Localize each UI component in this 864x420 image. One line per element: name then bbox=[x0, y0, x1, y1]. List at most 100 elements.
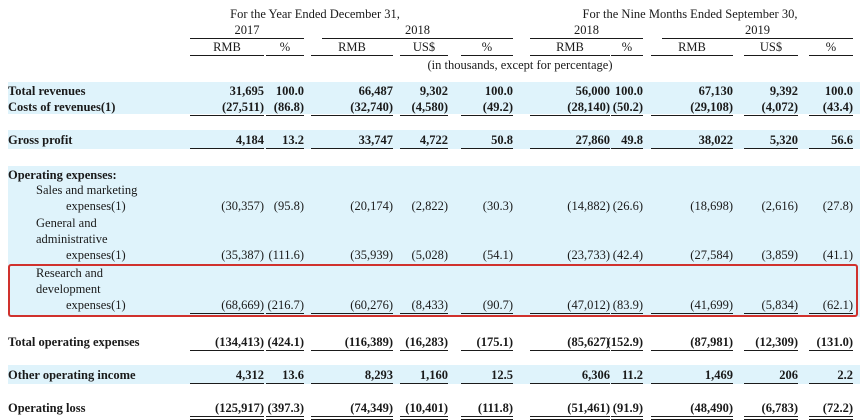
cell-underline bbox=[530, 115, 610, 116]
table-cell: 11.2 bbox=[621, 368, 643, 382]
header-unit: % bbox=[481, 40, 493, 54]
row-label: expenses(1) bbox=[66, 298, 126, 312]
table-cell: (8,433) bbox=[411, 298, 448, 312]
row-label: Operating expenses: bbox=[8, 168, 117, 182]
cell-underline bbox=[744, 350, 798, 351]
header-group-nine-months: For the Nine Months Ended September 30, bbox=[582, 7, 798, 21]
table-cell: (27,511) bbox=[221, 100, 264, 114]
table-cell: (51,461) bbox=[567, 401, 610, 415]
cell-underline bbox=[266, 313, 304, 314]
table-cell: (5,028) bbox=[411, 248, 448, 262]
table-cell: 27,860 bbox=[575, 133, 610, 147]
table-cell: (49.2) bbox=[482, 100, 513, 114]
table-cell: (95.8) bbox=[273, 199, 304, 213]
cell-underline bbox=[809, 115, 853, 116]
cell-underline bbox=[744, 115, 798, 116]
table-cell: 56.6 bbox=[831, 133, 853, 147]
table-cell: (41.1) bbox=[822, 248, 853, 262]
table-cell: (3,859) bbox=[761, 248, 798, 262]
table-cell: (12,309) bbox=[755, 335, 798, 349]
row-label: expenses(1) bbox=[66, 199, 126, 213]
row-label: Research and bbox=[36, 266, 103, 280]
double-underline bbox=[461, 416, 513, 420]
cell-underline bbox=[530, 313, 610, 314]
header-year: 2019 bbox=[745, 23, 770, 37]
cell-underline bbox=[461, 350, 513, 351]
table-cell: (27,584) bbox=[690, 248, 733, 262]
table-cell: (68,669) bbox=[221, 298, 264, 312]
table-cell: (30.3) bbox=[482, 199, 513, 213]
table-cell: 50.8 bbox=[491, 133, 513, 147]
table-cell: (74,349) bbox=[350, 401, 393, 415]
table-cell: (16,283) bbox=[405, 335, 448, 349]
header-year-rule bbox=[322, 38, 513, 39]
table-cell: (2,616) bbox=[761, 199, 798, 213]
cell-underline bbox=[266, 383, 304, 384]
highlight-box-research-development bbox=[8, 264, 858, 317]
header-unit: RMB bbox=[213, 40, 241, 54]
cell-underline bbox=[611, 383, 643, 384]
table-cell: (90.7) bbox=[482, 298, 513, 312]
table-cell: (397.3) bbox=[267, 401, 304, 415]
table-cell: 5,320 bbox=[769, 133, 798, 147]
cell-underline bbox=[809, 148, 853, 149]
row-label: General and bbox=[36, 216, 97, 230]
double-underline bbox=[651, 416, 733, 420]
cell-underline bbox=[400, 115, 448, 116]
cell-underline bbox=[461, 313, 513, 314]
table-cell: 1,469 bbox=[704, 368, 733, 382]
row-label: Costs of revenues(1) bbox=[8, 100, 116, 114]
double-underline bbox=[311, 416, 393, 420]
header-unit-rule bbox=[311, 55, 393, 56]
header-unit-rule bbox=[744, 55, 798, 56]
header-year-rule bbox=[662, 38, 853, 39]
table-cell: (83.9) bbox=[612, 298, 643, 312]
header-group-year: For the Year Ended December 31, bbox=[230, 7, 400, 21]
header-unit-rule bbox=[266, 55, 304, 56]
header-year: 2017 bbox=[234, 23, 260, 37]
header-year-rule bbox=[190, 38, 304, 39]
double-underline bbox=[190, 416, 264, 420]
row-label: Total revenues bbox=[8, 84, 86, 98]
row-shading bbox=[8, 82, 860, 114]
table-cell: (6,783) bbox=[761, 401, 798, 415]
table-cell: (87,981) bbox=[690, 335, 733, 349]
table-cell: (86.8) bbox=[273, 100, 304, 114]
row-shading bbox=[8, 264, 860, 317]
table-cell: (28,140) bbox=[567, 100, 610, 114]
header-unit: % bbox=[621, 40, 633, 54]
double-underline bbox=[744, 416, 798, 420]
table-cell: 49.8 bbox=[621, 133, 643, 147]
cell-underline bbox=[809, 383, 853, 384]
header-unit: % bbox=[825, 40, 837, 54]
cell-underline bbox=[744, 313, 798, 314]
table-cell: 9,392 bbox=[769, 84, 798, 98]
cell-underline bbox=[530, 383, 610, 384]
cell-underline bbox=[611, 148, 643, 149]
table-cell: 4,722 bbox=[419, 133, 448, 147]
table-cell: 100.0 bbox=[275, 84, 304, 98]
cell-underline bbox=[611, 115, 643, 116]
row-label: expenses(1) bbox=[66, 248, 126, 262]
cell-underline bbox=[190, 148, 264, 149]
table-cell: 33,747 bbox=[358, 133, 393, 147]
double-underline bbox=[809, 416, 853, 420]
cell-underline bbox=[311, 383, 393, 384]
table-cell: (43.4) bbox=[822, 100, 853, 114]
unit-note: (in thousands, except for percentage) bbox=[427, 58, 613, 72]
table-cell: 1,160 bbox=[419, 368, 448, 382]
cell-underline bbox=[461, 115, 513, 116]
cell-underline bbox=[266, 350, 304, 351]
header-unit-rule bbox=[611, 55, 643, 56]
double-underline bbox=[530, 416, 610, 420]
row-shading bbox=[8, 166, 860, 264]
cell-underline bbox=[461, 148, 513, 149]
table-cell: (4,580) bbox=[411, 100, 448, 114]
table-cell: (111.6) bbox=[268, 248, 304, 262]
table-cell: (54.1) bbox=[482, 248, 513, 262]
row-label: Operating loss bbox=[8, 401, 86, 415]
table-cell: 13.6 bbox=[282, 368, 304, 382]
cell-underline bbox=[311, 148, 393, 149]
header-unit-rule bbox=[651, 55, 733, 56]
table-cell: (5,834) bbox=[761, 298, 798, 312]
